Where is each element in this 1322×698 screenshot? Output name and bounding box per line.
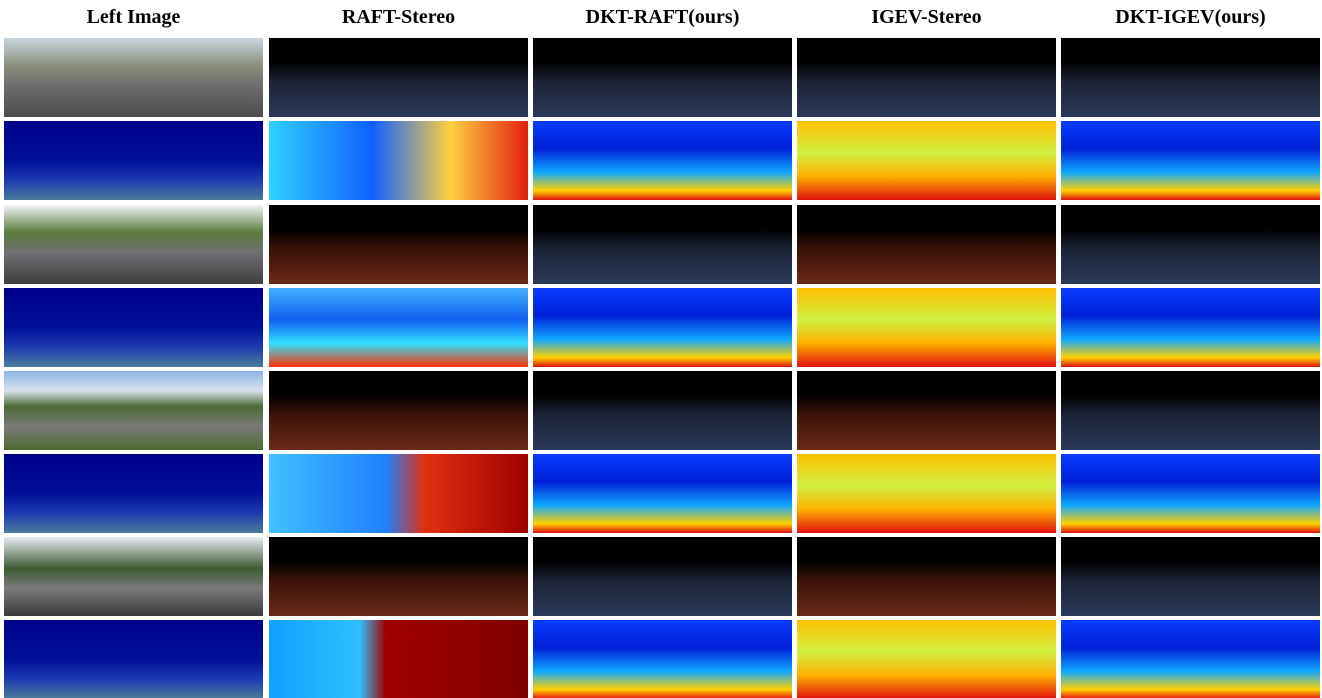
column-header: RAFT-Stereo	[269, 6, 528, 29]
disparity-map	[1061, 288, 1320, 367]
column-header: DKT-IGEV(ours)	[1061, 6, 1320, 29]
error-map	[797, 38, 1056, 117]
disparity-map	[269, 454, 528, 533]
disparity-map	[533, 454, 792, 533]
left-image	[4, 205, 263, 284]
disparity-map	[1061, 121, 1320, 200]
disparity-map	[533, 121, 792, 200]
error-map	[533, 38, 792, 117]
disparity-map	[269, 288, 528, 367]
ground-truth-map	[4, 620, 263, 698]
left-image	[4, 38, 263, 117]
error-map	[797, 371, 1056, 450]
disparity-map	[797, 454, 1056, 533]
figure: Left Image RAFT-Stereo DKT-RAFT(ours) IG…	[0, 0, 1322, 698]
column-header: DKT-RAFT(ours)	[533, 6, 792, 29]
disparity-map	[269, 620, 528, 698]
disparity-map	[797, 288, 1056, 367]
ground-truth-map	[4, 454, 263, 533]
error-map	[797, 537, 1056, 616]
error-map	[533, 205, 792, 284]
disparity-map	[797, 121, 1056, 200]
left-image	[4, 371, 263, 450]
error-map	[269, 371, 528, 450]
ground-truth-map	[4, 121, 263, 200]
column-header: IGEV-Stereo	[797, 6, 1056, 29]
error-map	[533, 371, 792, 450]
error-map	[533, 537, 792, 616]
error-map	[1061, 205, 1320, 284]
error-map	[1061, 38, 1320, 117]
left-image	[4, 537, 263, 616]
disparity-map	[269, 121, 528, 200]
error-map	[269, 38, 528, 117]
error-map	[269, 537, 528, 616]
disparity-map	[533, 288, 792, 367]
disparity-map	[797, 620, 1056, 698]
disparity-map	[1061, 620, 1320, 698]
ground-truth-map	[4, 288, 263, 367]
error-map	[1061, 371, 1320, 450]
disparity-map	[1061, 454, 1320, 533]
error-map	[269, 205, 528, 284]
error-map	[797, 205, 1056, 284]
error-map	[1061, 537, 1320, 616]
column-header: Left Image	[4, 6, 263, 29]
disparity-map	[533, 620, 792, 698]
